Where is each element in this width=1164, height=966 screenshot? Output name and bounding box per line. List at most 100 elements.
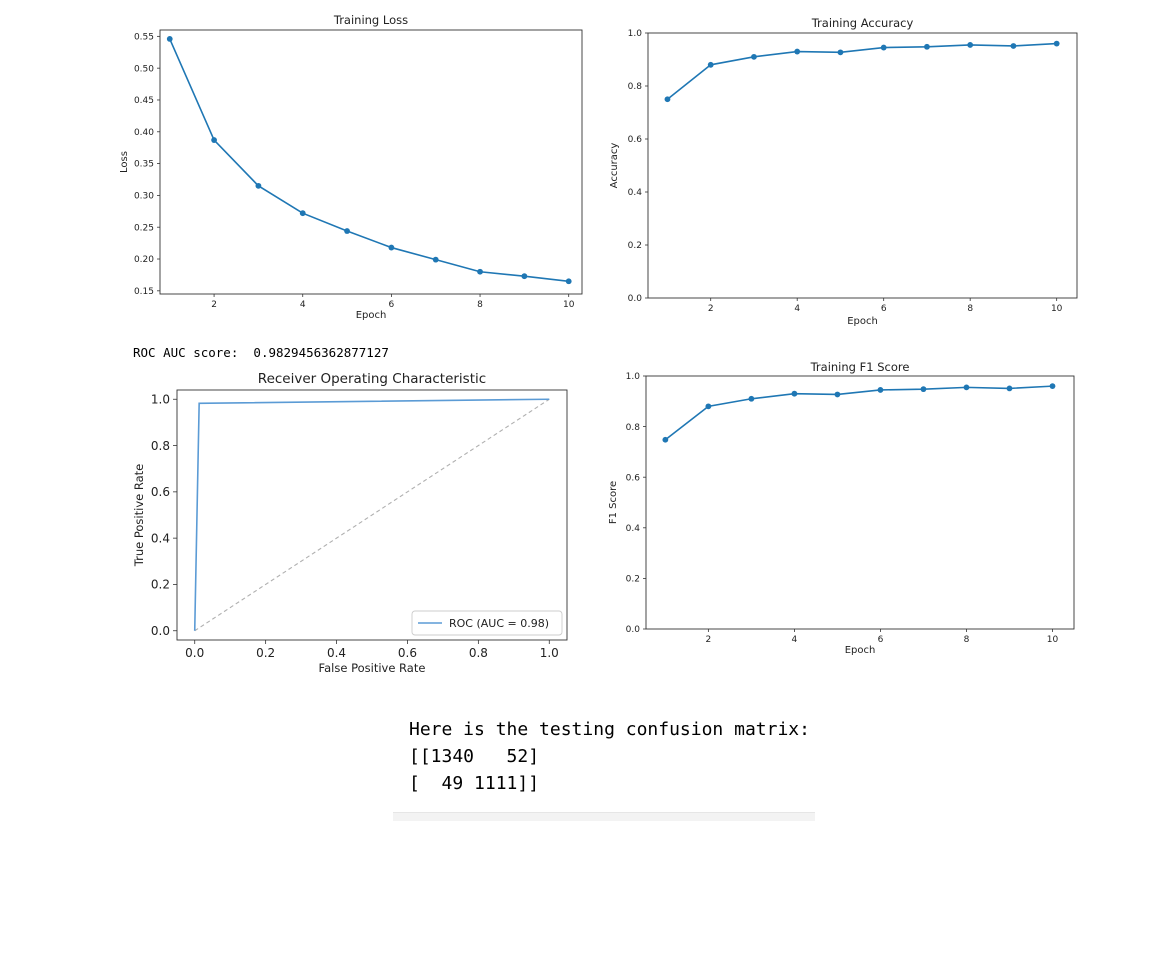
loss-chart-title: Training Loss <box>333 13 408 27</box>
f1-data-point <box>1049 383 1056 390</box>
accuracy-x-tick-label: 4 <box>794 304 800 314</box>
loss-x-tick-label: 2 <box>211 300 217 310</box>
accuracy-chart-title: Training Accuracy <box>811 16 914 30</box>
confusion-matrix-row-2: [ 49 1111]] <box>409 773 540 794</box>
accuracy-y-tick-label: 0.0 <box>628 294 643 304</box>
accuracy-series-line <box>666 42 1057 100</box>
loss-y-tick-label: 0.25 <box>134 223 154 233</box>
f1-plot-frame <box>645 375 1075 630</box>
loss-y-tick-label: 0.30 <box>134 192 154 202</box>
f1-data-point <box>662 436 669 443</box>
f1-data-point <box>877 387 884 393</box>
roc-x-tick-label: 0.2 <box>256 646 275 660</box>
loss-y-tick-label: 0.55 <box>134 33 154 43</box>
roc-x-tick-label: 0.0 <box>185 646 204 660</box>
f1-x-tick-label: 2 <box>706 635 712 645</box>
loss-y-tick-label: 0.40 <box>134 128 154 138</box>
accuracy-x-axis-label: Epoch <box>847 316 878 327</box>
f1-data-point <box>834 391 841 398</box>
roc-y-tick-label: 0.4 <box>151 531 170 545</box>
accuracy-data-point <box>794 48 801 55</box>
loss-data-point <box>166 36 173 42</box>
loss-chart: Training Loss 2 4 6 8 10 0.15 0.20 0.25 0.30 0.35 0… <box>119 13 583 321</box>
loss-x-axis-label: Epoch <box>356 310 387 321</box>
f1-data-point <box>1006 385 1013 392</box>
loss-data-point <box>521 273 528 280</box>
loss-data-point <box>388 244 395 251</box>
roc-y-tick-label: 1.0 <box>151 392 170 406</box>
accuracy-data-point <box>664 96 671 103</box>
accuracy-y-tick-label: 1.0 <box>628 29 643 39</box>
roc-auc-score-line: ROC AUC score: 0.9829456362877127 <box>133 345 389 360</box>
accuracy-y-tick-label: 0.4 <box>628 188 643 198</box>
loss-x-tick-label: 10 <box>563 300 575 310</box>
loss-x-tick-label: 6 <box>389 300 395 310</box>
roc-x-tick-label: 0.6 <box>398 646 417 660</box>
f1-y-tick-label: 0.2 <box>626 575 640 585</box>
accuracy-x-tick-label: 2 <box>708 304 714 314</box>
accuracy-data-point <box>1010 43 1017 49</box>
accuracy-data-point <box>751 53 757 60</box>
f1-y-tick-label: 0.8 <box>626 423 641 433</box>
accuracy-chart: Training Accuracy 2 4 6 8 10 0.0 0.2 0.4 0.6 0.8 1.… <box>609 16 1078 327</box>
f1-y-axis-label: F1 Score <box>608 481 619 524</box>
loss-plot-frame <box>159 29 583 295</box>
f1-data-point <box>920 386 927 393</box>
loss-y-tick-label: 0.35 <box>134 160 154 170</box>
f1-chart-title: Training F1 Score <box>810 360 910 374</box>
accuracy-data-point <box>880 44 887 51</box>
roc-x-tick-label: 0.4 <box>327 646 346 660</box>
accuracy-x-tick-label: 8 <box>967 304 973 314</box>
loss-data-point <box>432 256 439 263</box>
loss-series-line <box>169 38 569 283</box>
roc-legend-box <box>411 610 563 636</box>
loss-y-axis-label: Loss <box>119 151 130 173</box>
loss-y-tick-label: 0.50 <box>134 64 154 74</box>
accuracy-data-point <box>924 43 930 50</box>
f1-x-tick-label: 4 <box>792 635 798 645</box>
accuracy-x-tick-label: 6 <box>881 304 887 314</box>
f1-x-tick-label: 8 <box>964 635 970 645</box>
f1-chart: Training F1 Score 2 4 6 8 10 0.0 0.2 0.4 0.6 0.8 1.… <box>608 360 1075 656</box>
accuracy-chart-panel: Training Accuracy 2 4 6 8 10 0.0 0.2 0.4 0.6 0.8 1.… <box>590 0 1164 335</box>
loss-x-tick-label: 4 <box>300 300 306 310</box>
accuracy-y-axis-label: Accuracy <box>609 143 620 189</box>
f1-data-point <box>705 403 712 410</box>
roc-y-tick-label: 0.8 <box>151 439 170 453</box>
roc-auc-label: ROC AUC score: <box>133 345 239 360</box>
loss-data-point <box>477 268 483 275</box>
f1-data-point <box>748 395 755 402</box>
accuracy-y-tick-label: 0.2 <box>628 241 642 251</box>
loss-data-point <box>255 182 262 189</box>
loss-y-tick-label: 0.45 <box>134 96 154 106</box>
roc-random-baseline <box>194 398 550 632</box>
f1-data-point <box>963 384 970 391</box>
accuracy-data-point <box>967 42 974 48</box>
roc-chart-title: Receiver Operating Characteristic <box>258 371 486 387</box>
accuracy-y-tick-label: 0.6 <box>628 135 643 145</box>
f1-series-line <box>664 385 1053 441</box>
roc-x-tick-label: 0.8 <box>469 646 488 660</box>
roc-chart: Receiver Operating Characteristic 0.0 0.2 0… <box>132 371 568 675</box>
f1-x-axis-label: Epoch <box>845 645 876 656</box>
accuracy-plot-frame <box>647 32 1078 299</box>
roc-y-tick-label: 0.6 <box>151 485 170 499</box>
f1-chart-panel: Training F1 Score 2 4 6 8 10 0.0 0.2 0.4 0.6 0.8 1.… <box>590 355 1164 665</box>
accuracy-data-point <box>707 61 714 68</box>
loss-data-point <box>565 278 572 285</box>
roc-curve-line <box>193 398 550 631</box>
f1-y-tick-label: 1.0 <box>626 372 641 382</box>
roc-y-tick-label: 0.0 <box>151 624 170 638</box>
loss-x-tick-label: 8 <box>477 300 483 310</box>
f1-y-tick-label: 0.4 <box>626 524 641 534</box>
roc-x-tick-label: 1.0 <box>540 646 559 660</box>
f1-x-tick-label: 10 <box>1047 635 1059 645</box>
accuracy-data-point <box>1053 40 1060 47</box>
f1-y-tick-label: 0.6 <box>626 473 641 483</box>
roc-chart-panel: Receiver Operating Characteristic 0.0 0.2 0… <box>100 362 590 682</box>
roc-x-axis-label: False Positive Rate <box>319 661 426 675</box>
confusion-matrix-heading: Here is the testing confusion matrix: <box>409 719 810 740</box>
roc-plot-frame <box>176 389 568 641</box>
roc-auc-value: 0.9829456362877127 <box>253 345 389 360</box>
output-scrollbar[interactable] <box>393 812 815 821</box>
